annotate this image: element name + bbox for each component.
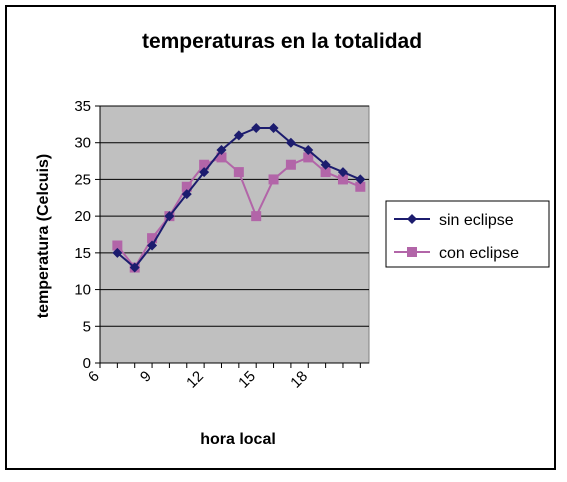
data-point-sin-eclipse [199,167,210,178]
legend-marker [407,247,417,257]
y-tick-label: 15 [74,245,91,262]
x-tick-label: 9 [137,368,155,386]
data-point-con-eclipse [199,159,210,170]
y-axis-ticks: 0 5 10 15 20 25 30 35 [74,98,100,372]
data-point-sin-eclipse [164,211,175,222]
legend: sin eclipse con eclipse [385,200,550,268]
data-point-con-eclipse [303,152,314,163]
data-point-sin-eclipse [129,262,140,273]
legend-item-con-eclipse: con eclipse [394,245,519,262]
data-point-con-eclipse [320,167,331,178]
data-point-con-eclipse [147,233,158,244]
series-layer [112,123,366,273]
chart-title: temperaturas en la totalidad [142,30,422,53]
legend-item-sin-eclipse: sin eclipse [394,212,514,229]
data-point-sin-eclipse [337,167,348,178]
gridlines [100,105,369,327]
data-point-con-eclipse [112,240,123,251]
data-point-sin-eclipse [320,159,331,170]
x-axis-ticks: 6 9 12 15 18 [85,363,361,392]
legend-label: sin eclipse [439,212,514,229]
x-tick-label: 12 [183,368,207,392]
x-tick-label: 15 [235,368,259,392]
plot-area [99,105,370,364]
data-point-con-eclipse [233,167,244,178]
data-point-sin-eclipse [147,240,158,251]
y-tick-label: 0 [83,355,91,372]
series-sin-eclipse [112,123,366,273]
axes [99,106,369,364]
data-point-sin-eclipse [251,123,262,134]
data-point-sin-eclipse [216,145,227,156]
y-tick-label: 30 [74,135,91,152]
data-point-sin-eclipse [233,130,244,141]
data-point-con-eclipse [251,211,262,222]
legend-label: con eclipse [439,245,519,262]
data-point-sin-eclipse [268,123,279,134]
data-point-con-eclipse [181,181,192,192]
y-tick-label: 5 [83,318,91,335]
y-tick-label: 35 [74,98,91,115]
data-point-con-eclipse [268,174,279,185]
legend-marker [407,214,417,224]
x-tick-label: 6 [85,368,103,386]
data-point-con-eclipse [285,159,296,170]
data-point-sin-eclipse [355,174,366,185]
y-tick-label: 20 [74,208,91,225]
data-point-sin-eclipse [303,145,314,156]
data-point-sin-eclipse [181,189,192,200]
data-point-con-eclipse [355,181,366,192]
x-tick-label: 18 [287,368,311,392]
data-point-sin-eclipse [285,137,296,148]
data-point-con-eclipse [337,174,348,185]
x-axis-title: hora local [200,431,276,448]
y-tick-label: 10 [74,282,91,299]
y-axis-title: temperatura (Celcuis) [35,154,52,319]
data-point-con-eclipse [216,152,227,163]
data-point-sin-eclipse [112,247,123,258]
y-tick-label: 25 [74,171,91,188]
